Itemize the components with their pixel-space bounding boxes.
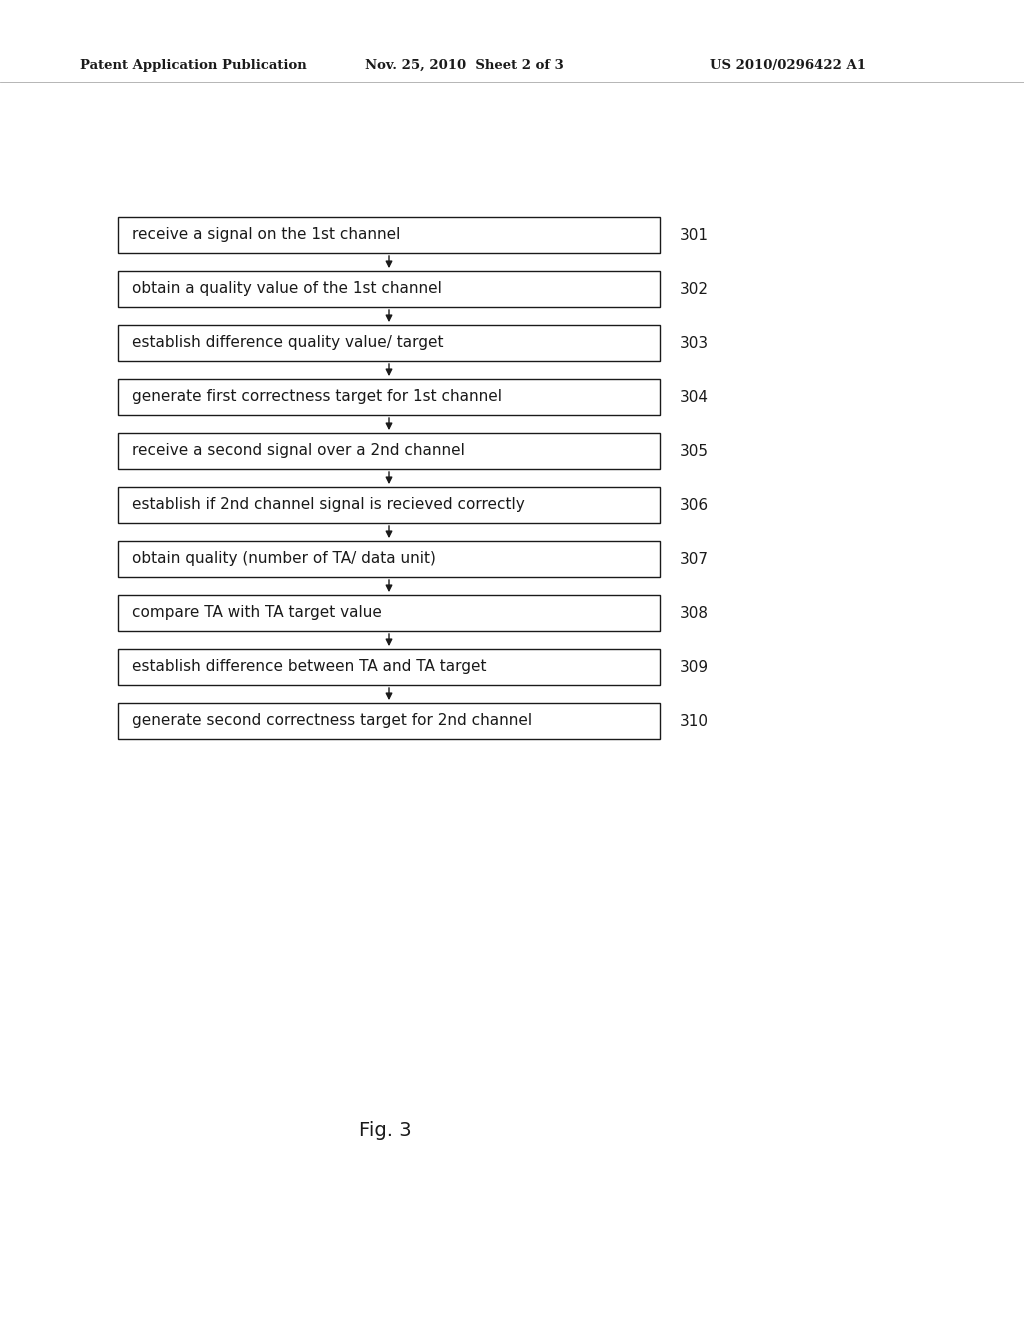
Text: 308: 308 [680,606,709,620]
Text: 305: 305 [680,444,709,458]
Text: generate first correctness target for 1st channel: generate first correctness target for 1s… [132,389,502,404]
Text: obtain a quality value of the 1st channel: obtain a quality value of the 1st channe… [132,281,442,297]
Text: Patent Application Publication: Patent Application Publication [80,58,307,71]
Text: 303: 303 [680,335,710,351]
Bar [118,325,660,360]
Text: 310: 310 [680,714,709,729]
Text: compare TA with TA target value: compare TA with TA target value [132,606,382,620]
Text: receive a signal on the 1st channel: receive a signal on the 1st channel [132,227,400,243]
Text: 309: 309 [680,660,710,675]
Text: 306: 306 [680,498,710,512]
Bar [118,379,660,414]
Text: establish if 2nd channel signal is recieved correctly: establish if 2nd channel signal is recie… [132,498,524,512]
Text: 302: 302 [680,281,709,297]
Text: US 2010/0296422 A1: US 2010/0296422 A1 [710,58,866,71]
Text: 301: 301 [680,227,709,243]
Text: Fig. 3: Fig. 3 [358,1121,412,1139]
Bar [118,595,660,631]
Text: establish difference quality value/ target: establish difference quality value/ targ… [132,335,443,351]
Text: generate second correctness target for 2nd channel: generate second correctness target for 2… [132,714,532,729]
Bar [118,649,660,685]
Bar [118,487,660,523]
Text: 304: 304 [680,389,709,404]
Text: obtain quality (number of TA/ data unit): obtain quality (number of TA/ data unit) [132,552,436,566]
Text: establish difference between TA and TA target: establish difference between TA and TA t… [132,660,486,675]
Bar [118,433,660,469]
Text: receive a second signal over a 2nd channel: receive a second signal over a 2nd chann… [132,444,465,458]
Bar [118,541,660,577]
Text: 307: 307 [680,552,709,566]
Bar [118,216,660,253]
Text: Nov. 25, 2010  Sheet 2 of 3: Nov. 25, 2010 Sheet 2 of 3 [365,58,564,71]
Bar [118,271,660,308]
Bar [118,704,660,739]
